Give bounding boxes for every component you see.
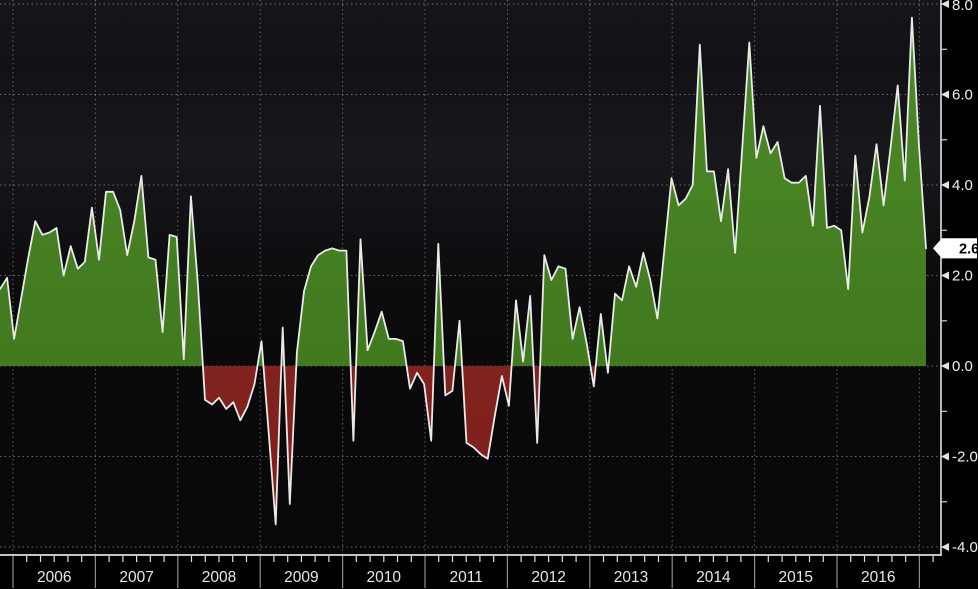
y-axis-tick-marker <box>941 543 949 551</box>
y-axis-tick-marker <box>941 362 949 370</box>
y-axis-tick-label: -2.0 <box>952 449 978 466</box>
year-label: 2007 <box>119 569 153 586</box>
y-axis-tick-marker <box>941 452 949 461</box>
year-label: 2010 <box>367 569 402 586</box>
year-separators <box>12 556 921 588</box>
year-label: 2009 <box>284 569 318 586</box>
data-line <box>0 16 927 526</box>
x-axis-minor-ticks <box>26 556 934 562</box>
last-value-badge-text: 2.6 <box>959 241 978 257</box>
year-label: 2006 <box>37 569 71 586</box>
year-label: 2016 <box>861 569 895 586</box>
y-axis-tick-label: 2.0 <box>952 268 973 285</box>
year-label: 2008 <box>202 569 236 586</box>
year-label: 2013 <box>614 569 648 586</box>
last-value-badge: 2.6 <box>933 238 978 259</box>
x-axis: 2006 2007 2008 2009 2010 2011 2012 2013 2014 2015… <box>0 554 941 588</box>
y-axis-tick-marker <box>941 90 949 99</box>
y-axis-tick-marker <box>941 271 949 280</box>
year-label: 2015 <box>779 569 813 586</box>
y-axis-tick-marker <box>941 0 949 8</box>
year-label: 2014 <box>696 569 731 586</box>
year-labels: 2006 2007 2008 2009 2010 2011 2012 2013 2014 2015… <box>37 569 895 586</box>
y-axis-tick-label: 4.0 <box>952 177 973 194</box>
y-axis-minor-ticks <box>941 48 947 503</box>
last-value-badge-shape <box>933 238 977 259</box>
y-axis: 8.0 6.0 4.0 2.0 0.0 -2.0 -4.0 <box>940 0 978 556</box>
y-axis-tick-label: 0.0 <box>952 358 973 375</box>
y-axis-tick-label: -4.0 <box>952 539 978 556</box>
year-label: 2012 <box>531 569 565 586</box>
y-axis-tick-label: 6.0 <box>952 87 973 104</box>
year-label: 2011 <box>450 569 483 586</box>
area-positive <box>0 17 926 366</box>
y-axis-tick-marker <box>941 181 949 189</box>
y-axis-tick-label: 8.0 <box>952 0 973 14</box>
